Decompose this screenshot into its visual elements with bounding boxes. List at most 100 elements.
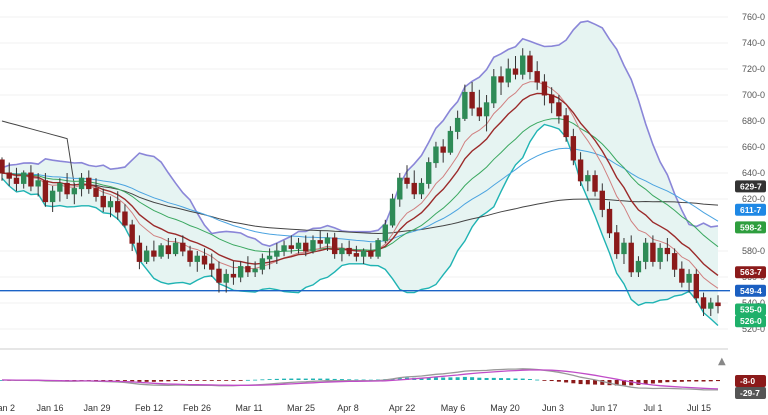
oscillator-bar	[672, 380, 677, 382]
candle-body	[700, 297, 707, 309]
oscillator-bar	[173, 380, 178, 381]
candle-body	[158, 245, 164, 257]
price-tag	[735, 266, 766, 279]
oscillator-bar	[499, 378, 504, 380]
oscillator-bar	[448, 377, 453, 380]
oscillator-panel: -8-0 -29-7	[0, 368, 766, 399]
price-tag-label: 629-7	[740, 181, 762, 191]
y-tick-label: 760-0	[742, 12, 765, 22]
candle-body	[274, 250, 280, 257]
candle-body	[64, 182, 70, 195]
y-tick-label: 580-0	[742, 246, 765, 256]
y-tick-label: 740-0	[742, 38, 765, 48]
candle-body	[563, 115, 569, 138]
candle-body	[317, 240, 323, 244]
oscillator-bar	[593, 380, 598, 385]
candle-body	[664, 247, 671, 255]
oscillator-bar	[282, 378, 287, 380]
oscillator-bar	[253, 379, 258, 381]
candle-body	[245, 266, 251, 273]
y-tick-label: 640-0	[742, 168, 765, 178]
oscillator-bar	[470, 377, 475, 380]
x-tick-label: Jan 16	[36, 403, 63, 413]
candle-body	[556, 102, 562, 117]
oscillator-tag	[735, 375, 766, 387]
candle-body	[230, 273, 237, 278]
candle-body	[0, 159, 5, 174]
candle-body	[440, 146, 446, 153]
candle-body	[187, 250, 193, 262]
oscillator-bar	[296, 378, 301, 380]
candle-body	[252, 268, 258, 273]
candle-body	[42, 180, 49, 203]
candle-body	[223, 273, 229, 283]
oscillator-bar	[122, 380, 127, 381]
candle-body	[671, 253, 678, 270]
candle-body	[136, 242, 143, 262]
oscillator-bar	[361, 379, 366, 381]
candle-body	[512, 68, 519, 75]
candle-body	[281, 245, 287, 252]
candle-body	[295, 242, 302, 249]
oscillator-bar	[527, 379, 532, 380]
red-moving-average-line	[1, 92, 719, 276]
candle-body	[93, 188, 99, 197]
oscillator-bar	[716, 380, 720, 382]
candle-body	[628, 242, 634, 273]
x-tick-label: May 6	[441, 403, 466, 413]
main-price-panel	[0, 16, 730, 330]
x-tick-label: Jan 29	[83, 403, 110, 413]
x-tick-label: Jul 15	[687, 403, 711, 413]
candle-body	[404, 177, 410, 184]
oscillator-bar	[455, 377, 460, 380]
candle-body	[201, 255, 208, 265]
candle-body	[397, 177, 403, 200]
oscillator-bar	[238, 380, 243, 381]
oscillator-bar	[202, 380, 207, 381]
candle-body	[614, 232, 620, 255]
x-tick-label: May 20	[490, 403, 520, 413]
oscillator-bar	[368, 379, 373, 381]
candle-body	[505, 68, 511, 83]
oscillator-bar	[137, 380, 142, 382]
y-tick-label: 700-0	[742, 90, 765, 100]
oscillator-bar	[433, 377, 438, 380]
price-tag-label: 563-7	[740, 267, 762, 277]
oscillator-bar	[339, 379, 344, 380]
oscillator-bar	[115, 380, 120, 381]
candle-body	[78, 177, 85, 190]
oscillator-bar	[224, 380, 229, 381]
x-tick-label: Mar 11	[235, 403, 262, 413]
price-tag-label: 611-7	[740, 205, 762, 215]
oscillator-bar	[441, 377, 446, 380]
green-moving-average-line	[1, 118, 719, 253]
oscillator-bar	[701, 380, 706, 382]
oscillator-bar	[708, 380, 713, 382]
price-tag	[735, 303, 766, 316]
candle-body	[534, 71, 540, 83]
candle-body	[520, 55, 526, 75]
candle-body	[382, 224, 389, 242]
oscillator-bar	[614, 380, 619, 386]
candle-body	[303, 242, 309, 252]
oscillator-bar	[629, 380, 634, 386]
candle-body	[57, 182, 63, 192]
price-tag	[735, 180, 766, 193]
oscillator-bar	[274, 378, 279, 380]
oscillator-bar	[650, 380, 655, 384]
candle-body	[71, 188, 78, 195]
oscillator-tag-label: -8-0	[740, 376, 755, 386]
oscillator-bar	[477, 377, 482, 380]
oscillator-bar	[513, 378, 518, 380]
collapse-panel-icon[interactable]: ▲	[718, 356, 726, 367]
candle-body	[151, 250, 157, 257]
y-tick-label: 520-0	[742, 324, 765, 334]
x-tick-label: Mar 25	[287, 403, 315, 413]
oscillator-bar	[585, 380, 590, 385]
candle-body	[6, 172, 12, 179]
candle-body	[541, 81, 548, 96]
candlesticks	[0, 48, 721, 316]
candle-body	[389, 198, 396, 226]
oscillator-bar	[347, 379, 352, 381]
